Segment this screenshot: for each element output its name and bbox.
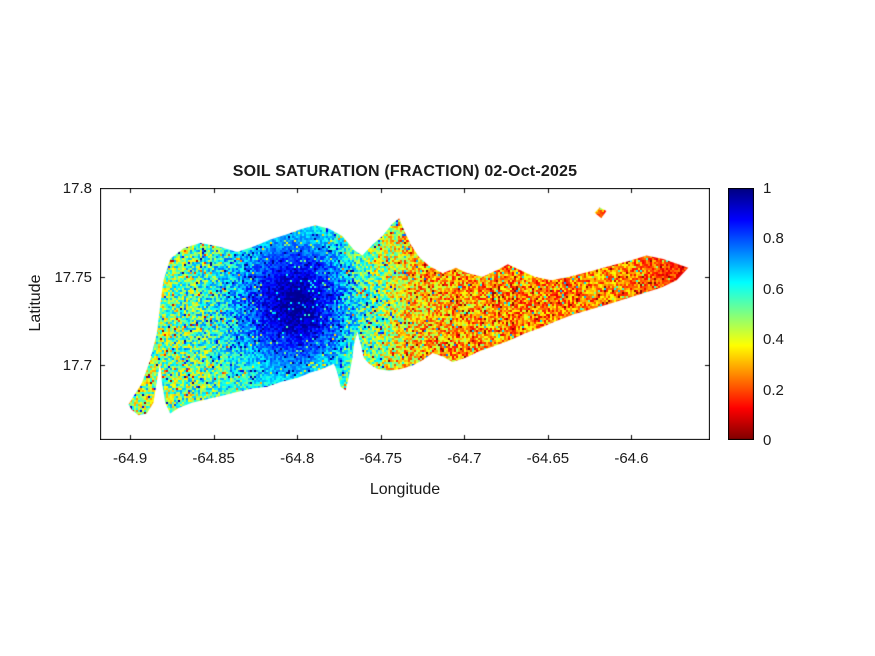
- y-tick-label: 17.8: [62, 180, 92, 197]
- colorbar-canvas: [728, 188, 754, 440]
- colorbar-tick-label: 0.8: [763, 230, 784, 248]
- soil-saturation-map-canvas: [100, 188, 710, 440]
- x-tick-label: -64.75: [359, 450, 403, 467]
- colorbar-tick-label: 1: [763, 180, 772, 197]
- colorbar-tick-label: 0.6: [763, 280, 784, 298]
- y-tick-label: 17.75: [54, 268, 92, 286]
- chart-title: SOIL SATURATION (FRACTION) 02-Oct-2025: [232, 163, 578, 180]
- x-tick-label: -64.7: [447, 450, 482, 467]
- x-tick-label: -64.65: [526, 450, 570, 467]
- x-tick-label: -64.8: [280, 450, 315, 467]
- colorbar-tick-label: 0.4: [763, 331, 784, 349]
- x-axis-label: Longitude: [369, 481, 441, 498]
- x-tick-label: -64.6: [614, 450, 649, 467]
- y-axis-label: Latitude: [27, 274, 44, 332]
- x-tick-label: -64.9: [112, 450, 148, 467]
- colorbar-tick-label: 0.2: [763, 381, 784, 399]
- y-tick-label: 17.7: [62, 357, 92, 375]
- x-tick-label: -64.85: [192, 450, 235, 467]
- colorbar-tick-label: 0: [763, 432, 772, 449]
